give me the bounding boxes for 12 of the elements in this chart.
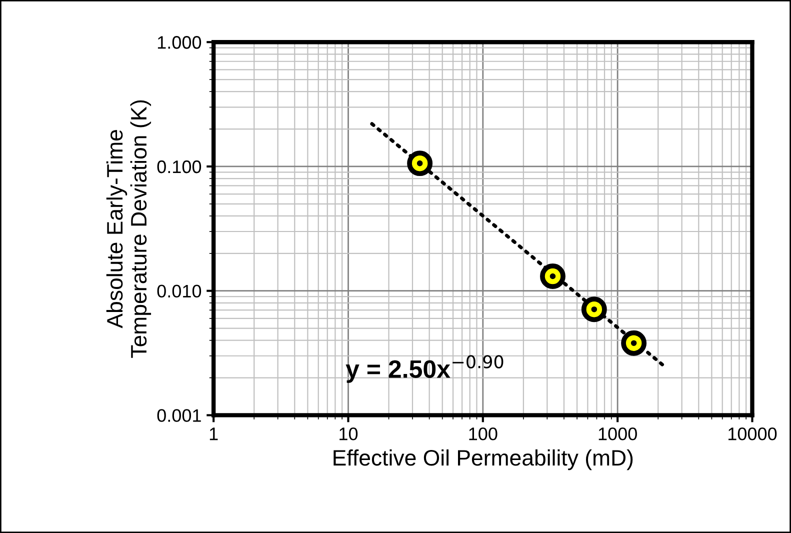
x-tick-label: 100 [469, 427, 498, 440]
y-axis-title: Absolute Early-Time Temperature Deviation (K) [106, 100, 152, 358]
y-tick-label: 0.001 [157, 409, 201, 422]
x-tick-label: 10000 [728, 427, 777, 440]
x-axis-title: Effective Oil Permeability (mD) [334, 449, 633, 470]
y-tick-label: 0.100 [157, 160, 202, 174]
x-tick-label: 1 [210, 428, 218, 440]
x-tick-label: 1000 [598, 427, 637, 440]
annotation: y = 2.50x$^{−0.90}$ [346, 355, 504, 383]
x-tick-label: 10 [340, 427, 358, 440]
y-tick-label: 1.000 [158, 36, 202, 49]
y-tick-label: 0.010 [157, 284, 202, 298]
